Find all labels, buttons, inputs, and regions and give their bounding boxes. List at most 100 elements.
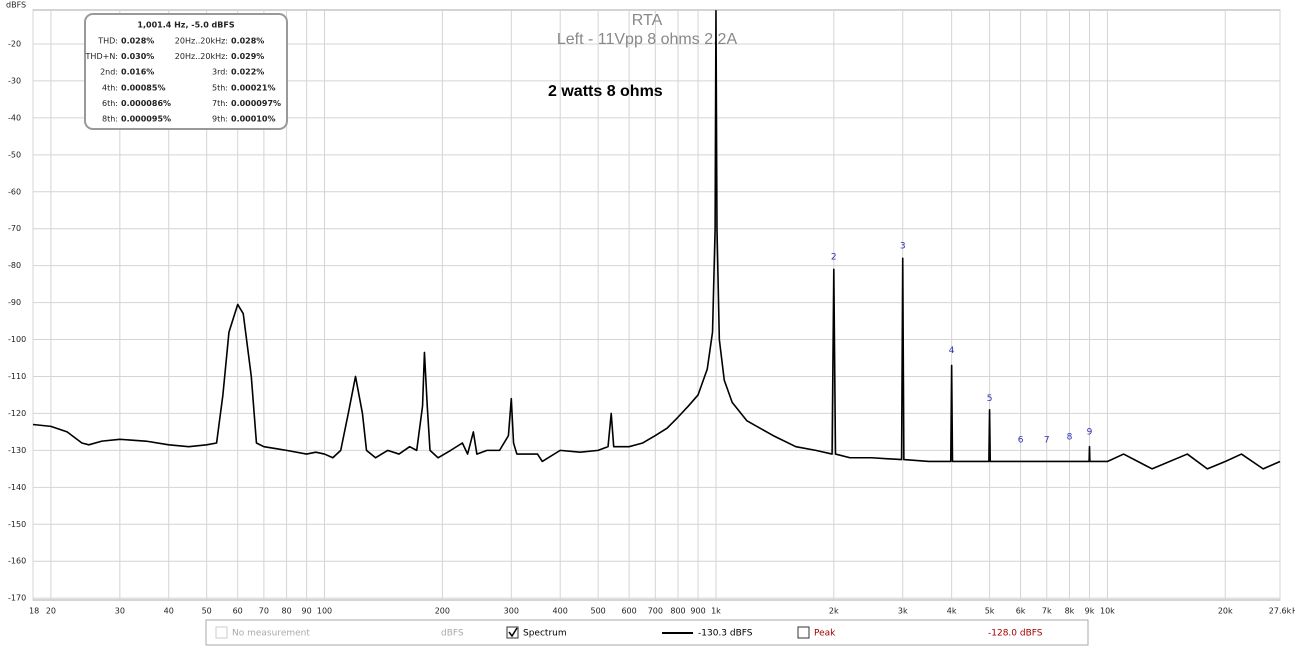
x-tick-label: 60	[233, 607, 243, 616]
legend-value: -130.3 dBFS	[698, 629, 753, 639]
x-tick-label: 50	[202, 607, 212, 616]
x-tick-label: 40	[164, 607, 174, 616]
harmonic-marker: 6	[1018, 436, 1024, 446]
y-tick-label: -70	[8, 224, 21, 233]
info-value: 0.028%	[231, 37, 264, 46]
annotation: 2 watts 8 ohms	[548, 83, 663, 100]
y-tick-label: -40	[8, 113, 21, 122]
info-value: 0.029%	[231, 52, 264, 61]
y-tick-label: -120	[8, 409, 26, 418]
chart-title: RTA	[632, 12, 663, 29]
harmonic-marker: 9	[1087, 427, 1093, 437]
info-label: 9th:	[212, 115, 228, 124]
y-tick-label: -90	[8, 298, 21, 307]
info-label: 5th:	[212, 83, 228, 92]
legend-text: dBFS	[441, 629, 464, 639]
legend-text: Peak	[814, 629, 836, 639]
info-value: 0.016%	[121, 68, 154, 77]
legend-value: -128.0 dBFS	[988, 629, 1043, 639]
checkbox[interactable]	[797, 626, 810, 639]
y-tick-label: -30	[8, 76, 21, 85]
info-label: THD+N:	[85, 52, 118, 61]
x-tick-label: 70	[259, 607, 269, 616]
info-box-frame	[84, 13, 288, 130]
x-tick-label: 1k	[711, 607, 721, 616]
x-tick-label: 400	[553, 607, 568, 616]
spectrum-line	[32, 9, 1281, 470]
harmonic-marker: 2	[831, 253, 837, 263]
y-tick-label: -140	[8, 483, 26, 492]
x-tick-label: 8k	[1065, 607, 1075, 616]
info-value: 0.000097%	[231, 99, 281, 108]
x-tick-label: 2k	[829, 607, 839, 616]
harmonic-marker: 7	[1044, 436, 1050, 446]
x-tick-label: 80	[281, 607, 291, 616]
x-tick-label: 900	[690, 607, 705, 616]
info-label: 2nd:	[100, 68, 118, 77]
x-tick-label: 10k	[1100, 607, 1115, 616]
legend-frame	[205, 619, 1089, 646]
info-label: 20Hz..20kHz:	[175, 52, 228, 61]
x-tick-label: 600	[621, 607, 636, 616]
legend-text: No measurement	[232, 629, 310, 639]
chart-subtitle: Left - 11Vpp 8 ohms 2.2A	[557, 31, 738, 48]
legend-text: Spectrum	[523, 629, 567, 639]
info-label: 3rd:	[212, 68, 228, 77]
info-label: 4th:	[102, 83, 118, 92]
info-value: 0.00085%	[121, 83, 165, 92]
y-tick-label: -20	[8, 39, 21, 48]
info-value: 0.00021%	[231, 83, 275, 92]
checkbox[interactable]	[506, 626, 519, 639]
harmonic-marker: 8	[1067, 433, 1073, 443]
x-tick-label: 18	[29, 607, 39, 616]
y-tick-label: -80	[8, 261, 21, 270]
x-tick-label: 9k	[1085, 607, 1095, 616]
grid	[32, 10, 1281, 600]
harmonic-marker: 4	[949, 346, 955, 356]
info-title: 1,001.4 Hz, -5.0 dBFS	[137, 21, 234, 30]
x-tick-label: 7k	[1042, 607, 1052, 616]
y-axis-label: dBFS	[6, 1, 26, 10]
info-label: 6th:	[102, 99, 118, 108]
checkmark	[508, 627, 518, 638]
legend-bar: No measurement dBFS Spectrum -130.3 dBFS…	[205, 619, 1089, 646]
y-tick-label: -100	[8, 335, 26, 344]
x-tick-label: 5k	[985, 607, 995, 616]
x-tick-label: 300	[504, 607, 519, 616]
x-tick-label: 200	[435, 607, 450, 616]
info-value: 0.00010%	[231, 115, 275, 124]
info-box: 1,001.4 Hz, -5.0 dBFS THD: 0.028% 20Hz..20…	[84, 13, 288, 130]
info-label: 7th:	[212, 99, 228, 108]
y-tick-label: -60	[8, 187, 21, 196]
y-tick-label: -50	[8, 150, 21, 159]
checkbox[interactable]	[215, 626, 228, 639]
harmonic-marker: 5	[987, 394, 993, 404]
y-tick-label: -150	[8, 520, 26, 529]
x-tick-label: 6k	[1016, 607, 1026, 616]
x-tick-label: 30	[115, 607, 125, 616]
info-value: 0.000086%	[121, 99, 171, 108]
x-tick-label: 3k	[898, 607, 908, 616]
x-tick-label: 800	[670, 607, 685, 616]
info-label: 8th:	[102, 115, 118, 124]
y-tick-label: -160	[8, 557, 26, 566]
x-tick-label: 20	[46, 607, 56, 616]
x-tick-label: 4k	[947, 607, 957, 616]
y-tick-label: -130	[8, 446, 26, 455]
x-tick-label: 700	[648, 607, 663, 616]
y-tick-label: -170	[8, 594, 26, 603]
x-tick-label: 90	[302, 607, 312, 616]
x-tick-label: 100	[317, 607, 332, 616]
x-tick-label: 20k	[1218, 607, 1233, 616]
harmonic-marker: 3	[900, 242, 906, 252]
x-tick-label: 27.6k	[1269, 607, 1292, 616]
info-label: THD:	[97, 37, 118, 46]
info-label: 20Hz..20kHz:	[175, 37, 228, 46]
info-value: 0.030%	[121, 52, 154, 61]
info-value: 0.022%	[231, 68, 264, 77]
y-tick-label: -110	[8, 372, 26, 381]
info-value: 0.000095%	[121, 115, 171, 124]
x-tick-label: 500	[590, 607, 605, 616]
